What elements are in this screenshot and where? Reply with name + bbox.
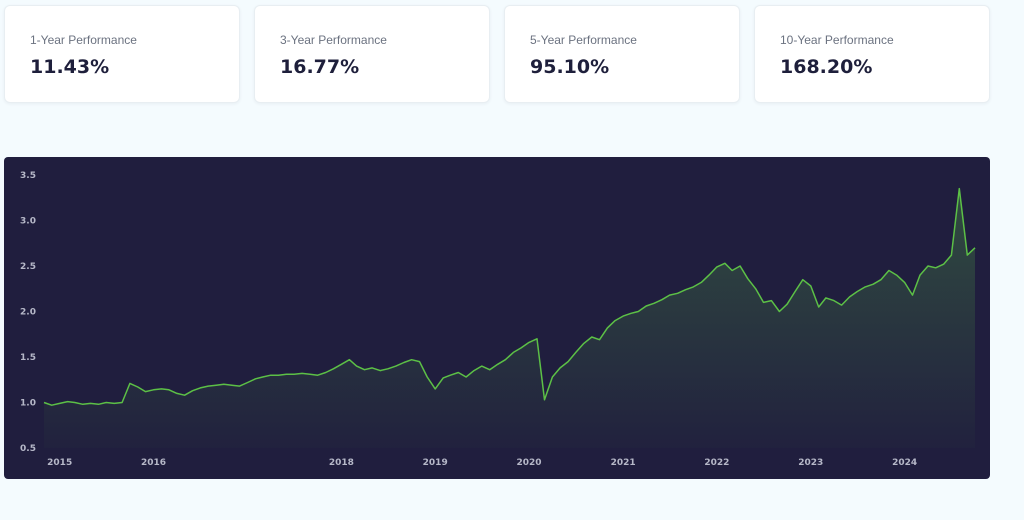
card-value: 95.10% (530, 56, 610, 78)
x-tick-label: 2021 (611, 458, 636, 468)
x-tick-label: 2023 (798, 458, 823, 468)
x-tick-label: 2019 (423, 458, 448, 468)
card-label: 3-Year Performance (280, 33, 387, 47)
performance-chart[interactable]: 0.5 1.0 1.5 2.0 2.5 3.0 3.5 2015 2016 2018 2019 20… (4, 157, 990, 479)
performance-card-1y: 1-Year Performance 11.43% (4, 5, 240, 103)
x-axis: 2015 2016 2018 2019 2020 2021 2022 2023 2024 (47, 458, 917, 468)
card-value: 11.43% (30, 56, 110, 78)
y-tick-label: 0.5 (20, 444, 36, 454)
y-tick-label: 2.5 (20, 262, 36, 272)
card-label: 5-Year Performance (530, 33, 637, 47)
chart-svg: 0.51.01.52.02.53.03.5 2015 2016 2018 2019 20… (20, 171, 976, 468)
series-area (44, 188, 975, 448)
series-line (43, 187, 976, 406)
x-tick-label: 2024 (892, 458, 917, 468)
x-tick-label: 2018 (329, 458, 354, 468)
performance-card-10y: 10-Year Performance 168.20% (754, 5, 990, 103)
x-tick-label: 2015 (47, 458, 72, 468)
x-tick-label: 2020 (516, 458, 541, 468)
y-tick-label: 3.0 (20, 217, 36, 227)
card-value: 16.77% (280, 56, 360, 78)
performance-card-3y: 3-Year Performance 16.77% (254, 5, 490, 103)
y-tick-label: 3.5 (20, 171, 36, 181)
performance-cards: 1-Year Performance 11.43% 3-Year Perform… (4, 5, 990, 105)
card-value: 168.20% (780, 56, 873, 78)
y-axis: 0.5 1.0 1.5 2.0 2.5 3.0 3.5 (20, 171, 36, 454)
y-tick-label: 1.0 (20, 399, 36, 409)
x-tick-label: 2016 (141, 458, 166, 468)
y-tick-label: 1.5 (20, 353, 36, 363)
card-label: 10-Year Performance (780, 33, 894, 47)
y-tick-label: 2.0 (20, 308, 36, 318)
x-tick-label: 2022 (704, 458, 729, 468)
performance-card-5y: 5-Year Performance 95.10% (504, 5, 740, 103)
card-label: 1-Year Performance (30, 33, 137, 47)
